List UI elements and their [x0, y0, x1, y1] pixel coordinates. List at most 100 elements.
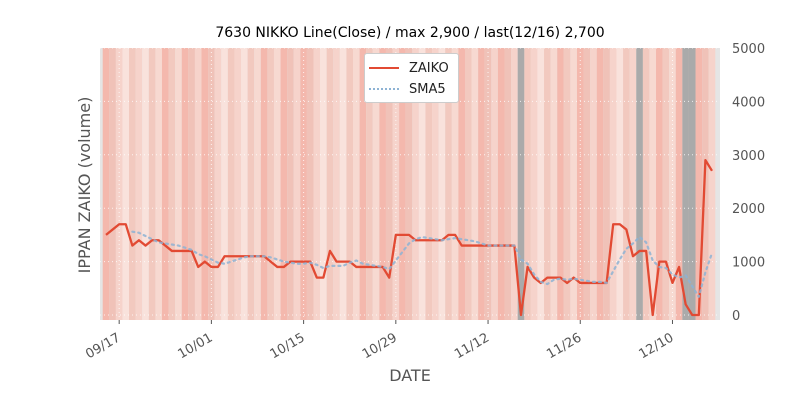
series-line-sma5: [131, 230, 714, 298]
marker-band: [517, 48, 525, 320]
background-band: [214, 48, 222, 320]
background-band: [432, 48, 439, 320]
background-band: [708, 48, 716, 320]
background-band: [425, 48, 433, 320]
background-band: [445, 48, 452, 320]
background-band: [241, 48, 248, 320]
background-band: [656, 48, 663, 320]
legend-swatch-zaiko: [369, 67, 399, 69]
legend-label-sma5: SMA5: [409, 81, 446, 97]
background-band: [280, 48, 288, 320]
y-tick-label: 4000: [732, 95, 765, 110]
x-tick-label: 10/15: [268, 330, 308, 362]
background-band: [616, 48, 624, 320]
background-band: [293, 48, 301, 320]
background-band: [451, 48, 459, 320]
background-band: [359, 48, 367, 320]
background-band: [385, 48, 393, 320]
background-band: [570, 48, 577, 320]
series-layer: [105, 158, 714, 317]
background-band: [273, 48, 281, 320]
background-band: [471, 48, 479, 320]
background-band: [412, 48, 419, 320]
x-tick-label: 09/17: [83, 330, 123, 362]
background-band: [234, 48, 242, 320]
background-band: [504, 48, 512, 320]
x-tick-label: 10/29: [360, 330, 400, 362]
marker-band: [688, 48, 696, 320]
background-band: [438, 48, 446, 320]
background-band: [267, 48, 274, 320]
background-band: [511, 48, 518, 320]
marker-band: [636, 48, 643, 320]
chart-title: 7630 NIKKO Line(Close) / max 2,900 / las…: [215, 25, 605, 41]
background-band: [596, 48, 604, 320]
background-band: [161, 48, 169, 320]
background-band: [629, 48, 637, 320]
x-axis-label: DATE: [389, 366, 431, 385]
background-band: [418, 48, 426, 320]
background-band: [642, 48, 650, 320]
background-band: [609, 48, 617, 320]
background-band: [142, 48, 149, 320]
background-band: [537, 48, 545, 320]
background-band: [155, 48, 162, 320]
background-band: [175, 48, 182, 320]
background-band: [603, 48, 610, 320]
y-tick-label: 1000: [732, 256, 765, 271]
background-band: [135, 48, 143, 320]
background-band: [478, 48, 485, 320]
background-band: [148, 48, 156, 320]
legend-label-zaiko: ZAIKO: [409, 60, 449, 76]
background-band: [227, 48, 235, 320]
background-band: [563, 48, 571, 320]
background-band: [313, 48, 321, 320]
background-band: [346, 48, 354, 320]
x-tick-label: 11/12: [452, 330, 492, 362]
background-band: [102, 48, 110, 320]
background-band: [129, 48, 136, 320]
background-band: [109, 48, 116, 320]
background-band: [583, 48, 591, 320]
background-band: [366, 48, 373, 320]
y-tick-label: 5000: [732, 42, 765, 57]
background-band: [491, 48, 498, 320]
background-band: [372, 48, 380, 320]
background-bands: [100, 48, 720, 320]
x-tick-label: 11/26: [544, 330, 584, 362]
background-band: [333, 48, 340, 320]
background-band: [353, 48, 360, 320]
background-band: [649, 48, 657, 320]
background-band: [497, 48, 505, 320]
background-band: [379, 48, 386, 320]
background-band: [399, 48, 406, 320]
background-band: [550, 48, 558, 320]
background-band: [287, 48, 294, 320]
y-axis-label: IPPAN ZAIKO (volume): [75, 97, 94, 274]
background-band: [339, 48, 347, 320]
background-band: [254, 48, 261, 320]
legend-swatch-sma5: [369, 88, 399, 90]
background-band: [623, 48, 630, 320]
series-line-zaiko: [105, 158, 713, 317]
background-band: [458, 48, 465, 320]
marker-band: [682, 48, 689, 320]
background-band: [201, 48, 209, 320]
background-band: [306, 48, 314, 320]
x-tick-label: 12/10: [637, 330, 677, 362]
background-band: [194, 48, 202, 320]
y-tick-label: 3000: [732, 149, 765, 164]
grid-lines: [100, 47, 720, 320]
background-band: [662, 48, 670, 320]
background-band: [675, 48, 683, 320]
background-band: [464, 48, 472, 320]
background-band: [557, 48, 564, 320]
background-band: [181, 48, 189, 320]
background-band: [320, 48, 327, 320]
background-band: [260, 48, 268, 320]
y-tick-label: 2000: [732, 202, 765, 217]
x-tick-label: 10/01: [175, 330, 215, 362]
background-band: [247, 48, 255, 320]
background-band: [405, 48, 413, 320]
